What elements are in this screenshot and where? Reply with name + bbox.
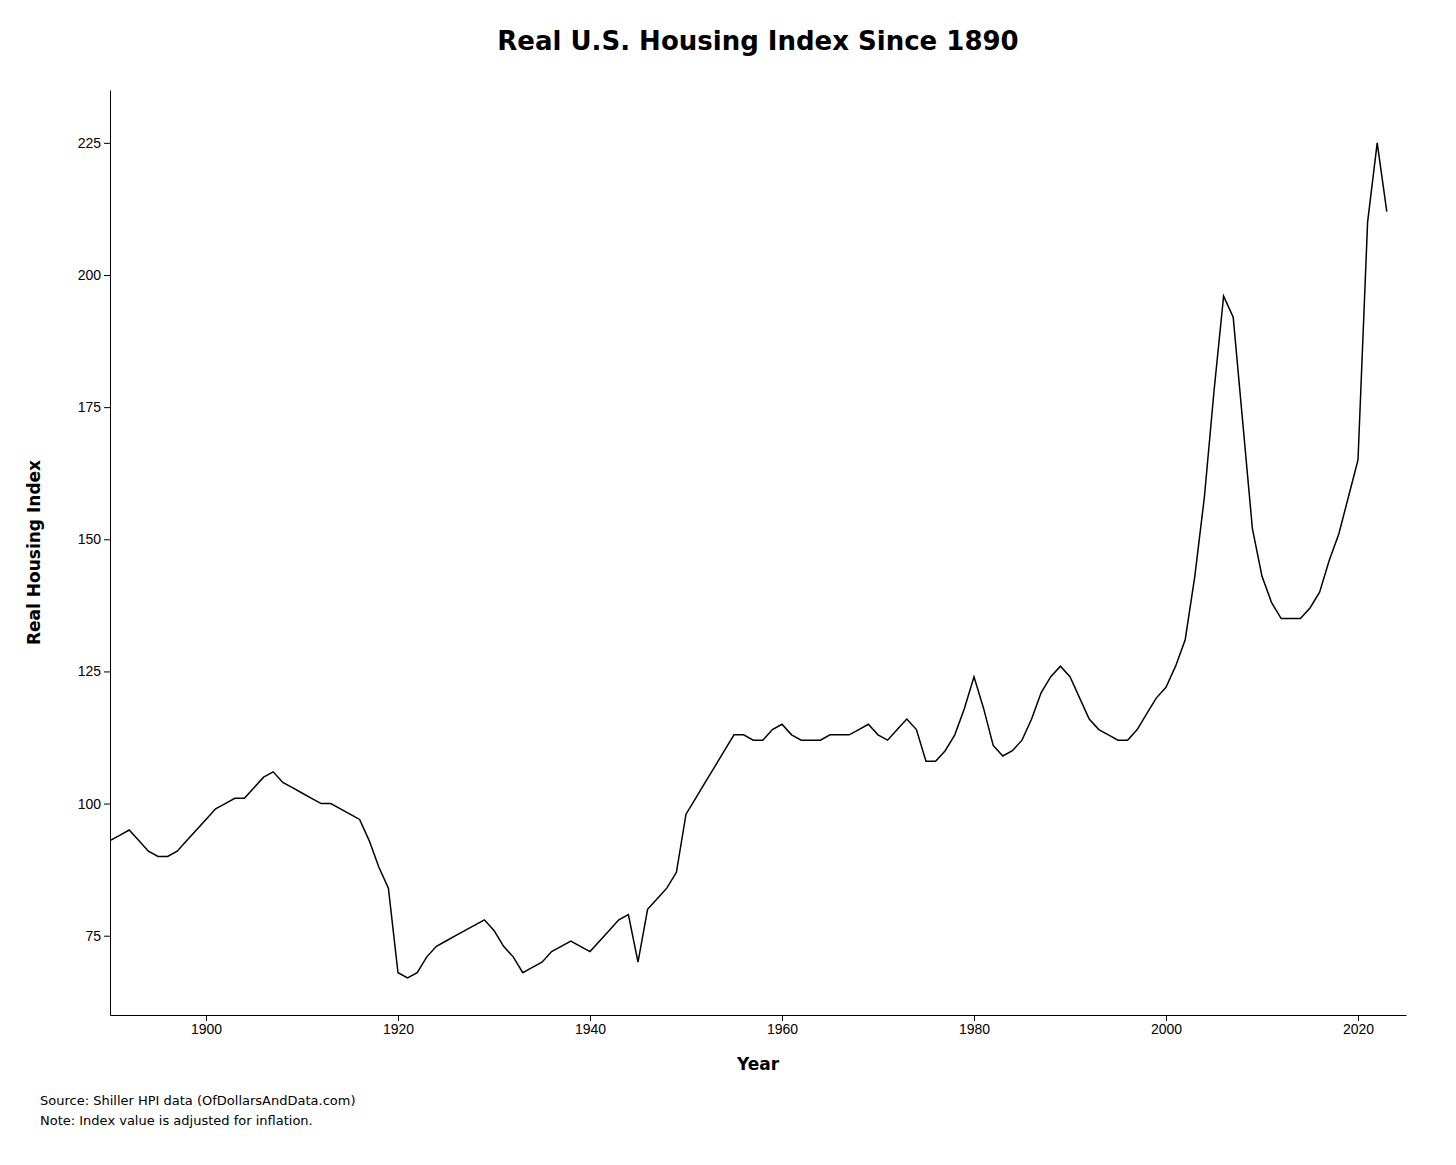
- annotation: Source: Shiller HPI data (OfDollarsAndDa…: [40, 1093, 356, 1108]
- y-axis-line: [110, 91, 111, 1016]
- y-tick: 150: [78, 531, 110, 547]
- y-tick-label: 200: [78, 267, 102, 283]
- y-tick: 75: [85, 928, 110, 944]
- annotation: Note: Index value is adjusted for inflat…: [40, 1113, 313, 1128]
- x-tick-label: 1920: [383, 1021, 414, 1037]
- x-tick-label: 1940: [575, 1021, 606, 1037]
- y-tick: 225: [78, 135, 110, 151]
- x-tick: 2020: [1343, 1015, 1374, 1037]
- y-tick-label: 125: [78, 663, 102, 679]
- plot: 1900 1920 1940 1960 1980 2000 2020 75 100 125 150 1…: [78, 91, 1407, 1037]
- x-tick: 2000: [1151, 1015, 1182, 1037]
- x-axis-title: Year: [736, 1054, 780, 1074]
- y-axis-title: Real Housing Index: [24, 460, 44, 645]
- y-tick-mark: [104, 671, 110, 672]
- title: Real U.S. Housing Index Since 1890: [497, 26, 1018, 56]
- y-tick-label: 175: [78, 399, 102, 415]
- y-tick: 175: [78, 399, 110, 415]
- y-tick-label: 225: [78, 135, 102, 151]
- x-axis-line: [111, 1015, 1407, 1016]
- chart: 1900 1920 1940 1960 1980 2000 2020 75 100 125 150 1…: [0, 0, 1456, 1165]
- y-tick-label: 100: [78, 796, 102, 812]
- y-tick-label: 150: [78, 531, 102, 547]
- x-tick-label: 2020: [1343, 1021, 1374, 1037]
- y-tick-mark: [104, 539, 110, 540]
- x-tick-label: 1980: [959, 1021, 990, 1037]
- line: [110, 143, 1387, 978]
- x-tick: 1900: [191, 1015, 222, 1037]
- x-tick: 1940: [575, 1015, 606, 1037]
- x-tick: 1980: [959, 1015, 990, 1037]
- x-tick-label: 1900: [191, 1021, 222, 1037]
- marks: [110, 143, 1387, 978]
- x-tick: 1920: [383, 1015, 414, 1037]
- y-tick-label: 75: [85, 928, 101, 944]
- y-tick: 200: [78, 267, 110, 283]
- y-tick-mark: [104, 407, 110, 408]
- y-tick-mark: [104, 143, 110, 144]
- y-tick-mark: [104, 275, 110, 276]
- x-axis: 1900 1920 1940 1960 1980 2000 2020: [111, 1015, 1407, 1037]
- x-tick-label: 2000: [1151, 1021, 1182, 1037]
- y-axis: 75 100 125 150 175 200 225: [78, 91, 111, 1016]
- x-tick: 1960: [767, 1015, 798, 1037]
- y-tick-mark: [104, 936, 110, 937]
- x-tick-label: 1960: [767, 1021, 798, 1037]
- y-tick-mark: [104, 804, 110, 805]
- y-tick: 125: [78, 663, 110, 679]
- y-tick: 100: [78, 796, 110, 812]
